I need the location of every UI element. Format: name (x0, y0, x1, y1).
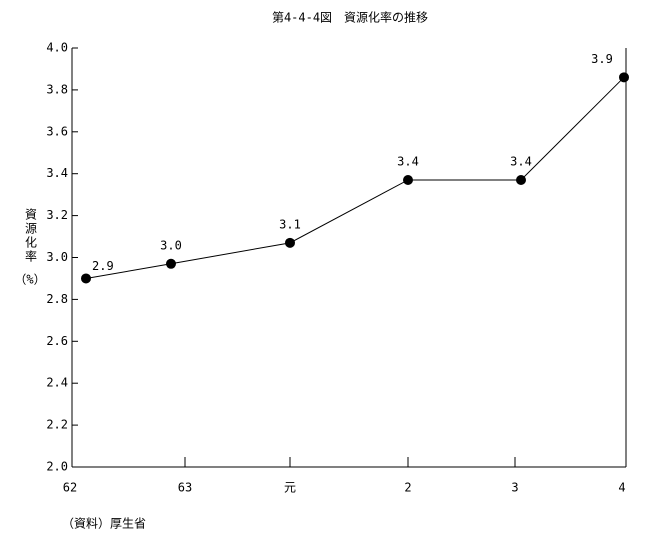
chart-title: 第4-4-4図 資源化率の推移 (272, 10, 428, 25)
data-label: 3.4 (397, 154, 419, 168)
data-label: 3.4 (510, 154, 532, 168)
data-line (85, 76, 625, 279)
y-tick-label: 3.4 (46, 166, 68, 180)
y-tick-label: 2.4 (46, 376, 68, 390)
data-label: 3.0 (160, 238, 182, 252)
y-tick-label: 2.6 (46, 334, 68, 348)
data-point (403, 174, 413, 185)
y-axis-label: 資源化率 (24, 208, 38, 264)
y-tick-label: 3.8 (46, 82, 68, 96)
data-point (619, 72, 629, 83)
data-point (285, 237, 295, 248)
data-label: 3.9 (591, 52, 613, 66)
x-tick-label: 62 (63, 481, 77, 495)
x-tick-label: 4 (618, 481, 625, 495)
y-tick-label: 4.0 (46, 41, 68, 55)
data-label: 3.1 (279, 217, 301, 231)
x-tick-label: 63 (178, 481, 192, 495)
data-point (166, 258, 176, 269)
y-tick-label: 2.8 (46, 292, 68, 306)
y-tick-label: 3.2 (46, 208, 68, 222)
y-tick-label: 2.2 (46, 418, 68, 432)
x-tick-label: 2 (404, 481, 411, 495)
data-label: 2.9 (92, 259, 114, 273)
y-tick-label: 2.0 (46, 460, 68, 474)
source-note: （資料）厚生省 (62, 517, 146, 531)
data-point (81, 273, 91, 284)
x-tick-label: 3 (511, 481, 518, 495)
y-axis-unit: （%） (14, 273, 45, 287)
y-tick-label: 3.0 (46, 250, 68, 264)
x-tick-label: 元 (284, 481, 296, 495)
y-tick-label: 3.6 (46, 124, 68, 138)
data-point (516, 174, 526, 185)
